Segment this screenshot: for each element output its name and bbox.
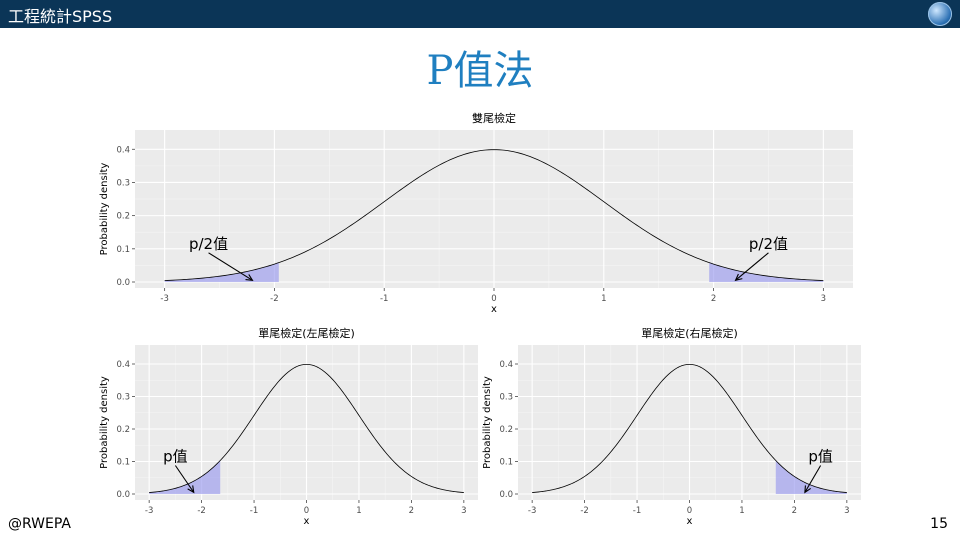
- annotation-label: p/2值: [189, 235, 228, 253]
- x-tick-label: 1: [356, 506, 361, 516]
- x-tick-label: 3: [461, 506, 466, 516]
- y-tick-label: 0.1: [499, 458, 513, 468]
- x-tick-label: 0: [491, 294, 496, 304]
- x-tick-label: -1: [250, 506, 258, 516]
- x-tick-label: 1: [601, 294, 606, 304]
- y-tick-label: 0.2: [116, 425, 130, 435]
- x-tick-label: 2: [792, 506, 797, 516]
- x-tick-label: -3: [528, 506, 536, 516]
- y-tick-label: 0.2: [499, 425, 513, 435]
- x-tick-label: -2: [580, 506, 588, 516]
- annotation-arrowhead: [734, 273, 743, 282]
- density-curve: [532, 363, 847, 493]
- y-tick-label: 0.1: [116, 458, 130, 468]
- shaded-region: [775, 460, 847, 494]
- y-tick-label: 0.2: [116, 212, 130, 222]
- x-axis-label: x: [304, 516, 310, 527]
- shaded-region: [709, 262, 824, 282]
- x-axis-label: x: [491, 304, 497, 315]
- chart-right-tailed: 單尾檢定(右尾檢定) -3 -2 -1 0 1 2 3 0.0 0.1 0.2 0.3 0.4 p值 x Pr…: [482, 326, 861, 527]
- y-tick-label: 0.4: [116, 360, 130, 370]
- x-tick-label: 0: [687, 506, 692, 516]
- x-tick-label: -1: [380, 294, 388, 304]
- x-axis-label: x: [687, 516, 693, 527]
- x-tick-label: 3: [821, 294, 826, 304]
- y-tick-label: 0.4: [499, 360, 513, 370]
- chart-two-tailed: 雙尾檢定 -3 -2 -1 0 1 2 3 0.0 0.1 0.2 0.3 0.4 p/2值 p/2值 x Pr…: [99, 111, 853, 315]
- density-curve: [149, 363, 464, 493]
- x-tick-label: -3: [160, 294, 168, 304]
- chart-title: 雙尾檢定: [472, 111, 516, 125]
- globe-logo-icon: [928, 2, 952, 26]
- annotation-arrow: [208, 252, 253, 281]
- x-tick-label: 2: [711, 294, 716, 304]
- y-tick-label: 0.0: [116, 278, 130, 288]
- annotation-label: p值: [163, 448, 188, 466]
- y-tick-label: 0.0: [499, 490, 513, 500]
- slide-title: P值法: [426, 48, 534, 94]
- annotation-label: p/2值: [749, 235, 788, 253]
- annotation-arrow: [735, 252, 769, 281]
- annotation-label: p值: [808, 448, 833, 466]
- x-tick-label: 0: [304, 506, 309, 516]
- y-tick-label: 0.3: [116, 393, 130, 403]
- y-tick-label: 0.1: [116, 245, 130, 255]
- x-tick-label: 1: [739, 506, 744, 516]
- x-tick-label: -2: [270, 294, 278, 304]
- page-number: 15: [930, 516, 948, 532]
- x-tick-label: -2: [197, 506, 205, 516]
- chart-title: 單尾檢定(左尾檢定): [258, 326, 355, 340]
- app-title: 工程統計SPSS: [8, 7, 113, 26]
- chart-title: 單尾檢定(右尾檢定): [641, 326, 738, 340]
- y-axis-label: Probability density: [99, 163, 110, 256]
- y-tick-label: 0.3: [499, 393, 513, 403]
- annotation-arrow: [804, 465, 822, 493]
- density-curve: [164, 149, 824, 281]
- header-bar: 工程統計SPSS: [0, 0, 960, 28]
- y-axis-label: Probability density: [482, 376, 493, 469]
- shaded-region: [149, 460, 221, 494]
- annotation-arrow: [174, 465, 195, 493]
- y-tick-label: 0.3: [116, 178, 130, 188]
- y-tick-label: 0.4: [116, 145, 130, 155]
- x-tick-label: 3: [844, 506, 849, 516]
- x-tick-label: -1: [633, 506, 641, 516]
- chart-left-tailed: 單尾檢定(左尾檢定) -3 -2 -1 0 1 2 3 0.0 0.1 0.2 0.3 0.4 p值 x Pr…: [99, 326, 478, 527]
- x-tick-label: 2: [409, 506, 414, 516]
- annotation-arrowhead: [245, 274, 254, 282]
- x-tick-label: -3: [145, 506, 153, 516]
- annotation-arrowhead: [804, 485, 812, 494]
- footer-author: @RWEPA: [8, 516, 71, 532]
- y-tick-label: 0.0: [116, 490, 130, 500]
- annotation-arrowhead: [187, 485, 195, 494]
- y-axis-label: Probability density: [99, 376, 110, 469]
